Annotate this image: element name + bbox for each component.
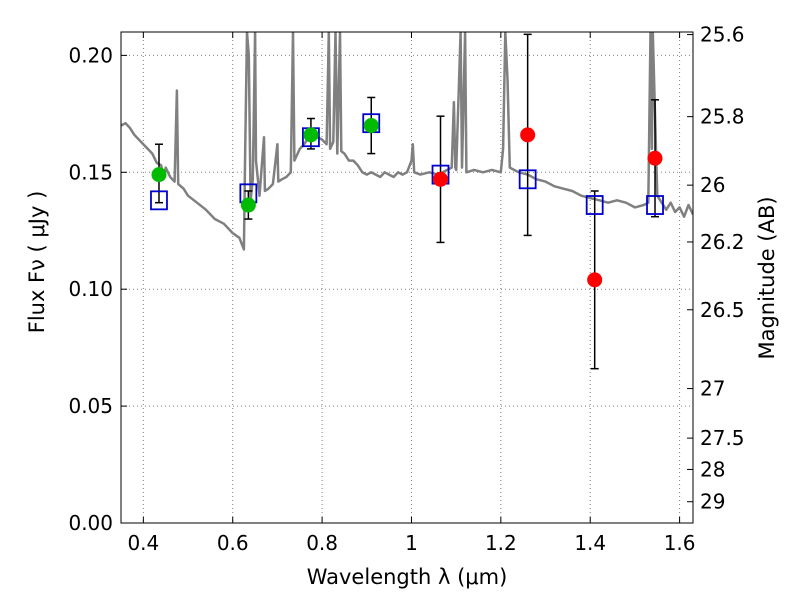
green-point bbox=[240, 197, 256, 213]
y-tick-label: 0.10 bbox=[68, 277, 113, 301]
x-axis-label: Wavelength λ (μm) bbox=[307, 565, 508, 589]
ticks bbox=[121, 32, 693, 524]
y2-axis-label: Magnitude (AB) bbox=[755, 196, 779, 359]
model-squares-series bbox=[150, 113, 664, 215]
y2-tick-label: 25.8 bbox=[700, 105, 745, 129]
y2-tick-labels: 25.6 25.8 26 26.2 26.5 27 27.5 28 29 bbox=[700, 23, 745, 514]
y-tick-label: 0.05 bbox=[68, 394, 113, 418]
model-square bbox=[518, 169, 537, 190]
y2-tick-label: 28 bbox=[700, 457, 725, 481]
x-tick-labels: 0.4 0.6 0.8 1 1.2 1.4 1.6 bbox=[127, 531, 695, 555]
green-point bbox=[151, 167, 167, 183]
model-square bbox=[150, 190, 168, 211]
green-point bbox=[363, 118, 379, 134]
y2-tick-label: 26.5 bbox=[700, 298, 745, 322]
red-point bbox=[647, 150, 663, 166]
grid bbox=[121, 32, 693, 524]
x-tick-label: 1.2 bbox=[485, 531, 517, 555]
y2-tick-label: 25.6 bbox=[700, 23, 745, 47]
spectrum-line bbox=[121, 32, 693, 251]
y-tick-label: 0.00 bbox=[68, 511, 113, 535]
x-tick-label: 1.4 bbox=[574, 531, 606, 555]
y2-tick-label: 29 bbox=[700, 490, 725, 514]
x-tick-label: 0.6 bbox=[217, 531, 249, 555]
red-point bbox=[587, 272, 603, 288]
y2-tick-label: 26 bbox=[700, 173, 725, 197]
red-point bbox=[520, 127, 536, 143]
y2-tick-label: 27 bbox=[700, 377, 725, 401]
spectrum-series bbox=[121, 32, 693, 251]
y-axis-label: Flux Fν ( μJy ) bbox=[25, 191, 49, 334]
y2-tick-label: 27.5 bbox=[700, 426, 745, 450]
y2-tick-label: 26.2 bbox=[700, 230, 745, 254]
observed-points-series bbox=[151, 118, 663, 288]
x-tick-label: 1 bbox=[405, 531, 418, 555]
red-point bbox=[433, 171, 449, 187]
x-tick-label: 0.8 bbox=[306, 531, 338, 555]
model-square bbox=[646, 195, 664, 215]
x-tick-label: 1.6 bbox=[664, 531, 696, 555]
model-square bbox=[585, 195, 604, 215]
plot-frame bbox=[120, 31, 694, 524]
error-bars bbox=[154, 33, 660, 370]
green-point bbox=[303, 127, 319, 143]
y-tick-labels: 0.00 0.05 0.10 0.15 0.20 bbox=[68, 43, 113, 535]
y-tick-label: 0.20 bbox=[68, 43, 113, 67]
x-tick-label: 0.4 bbox=[127, 531, 159, 555]
y-tick-label: 0.15 bbox=[68, 160, 113, 184]
